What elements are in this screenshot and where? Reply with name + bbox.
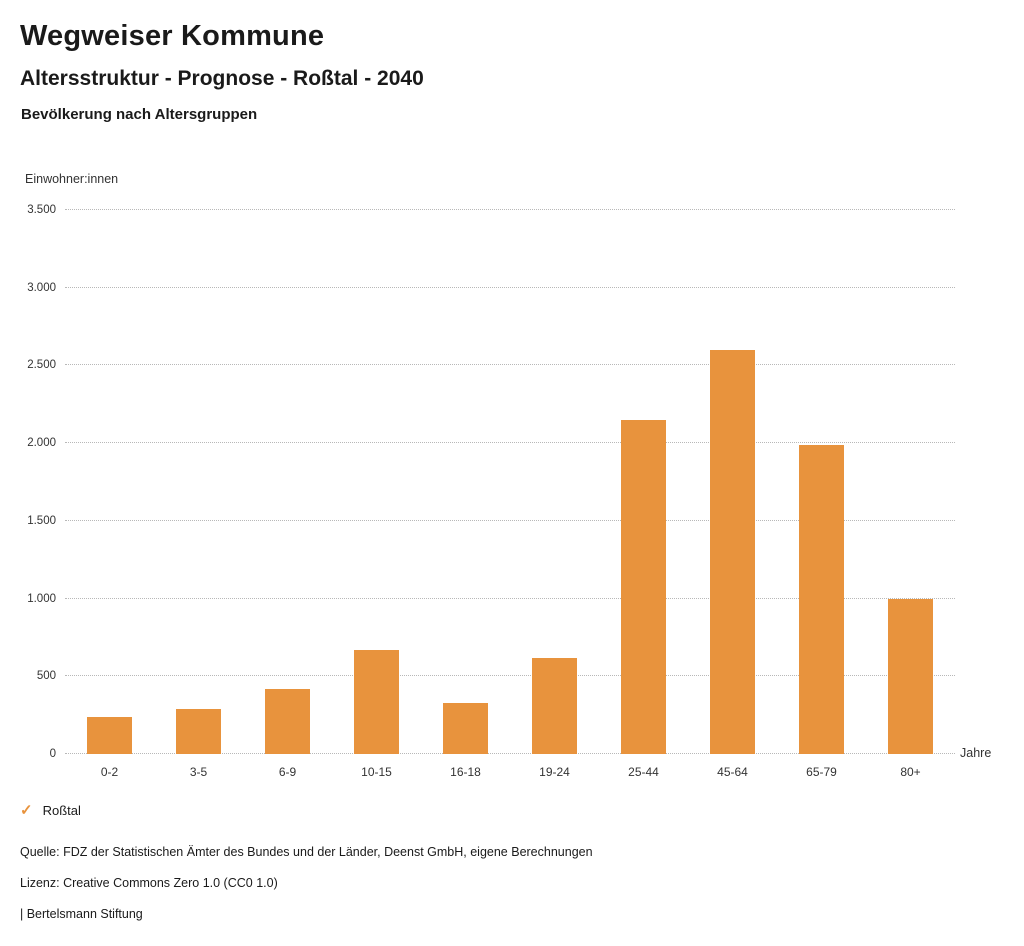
x-tick-label: 25-44 [628,765,659,779]
bar-columns: 0-2 3-5 6-9 10-15 16-18 19-24 25-44 45-64 65-79 8… [65,210,955,779]
gridline [65,442,955,444]
attribution-text: | Bertelsmann Stiftung [20,907,143,921]
x-tick-label: 6-9 [278,765,297,779]
bar-column: 80+ [866,210,955,779]
bar-10-15[interactable] [354,649,399,754]
app-title: Wegweiser Kommune [20,20,325,52]
source-text: Quelle: FDZ der Statistischen Ämter des … [20,845,593,859]
gridline [65,364,955,366]
y-tick-label: 500 [36,670,56,683]
y-tick-label: 2.500 [27,359,56,372]
bar-chart-plot-area: 0 500 1.000 1.500 2.000 2.500 3.000 3.500 0-2 3-5… [27,204,955,779]
chart-subtitle: Bevölkerung nach Altersgruppen [21,106,258,123]
gridline [65,209,955,210]
bar-25-44[interactable] [621,419,666,754]
y-tick-label: 1.500 [27,514,56,527]
bar-65-79[interactable] [799,444,844,754]
x-axis-unit: Jahre [960,746,992,760]
x-tick-label: 3-5 [189,765,208,779]
chart-title: Altersstruktur - Prognose - Roßtal - 204… [20,67,424,90]
x-tick-label: 0-2 [100,765,119,779]
bar-column: 19-24 [510,210,599,779]
bar-column: 16-18 [421,210,510,779]
bar-16-18[interactable] [443,702,488,754]
gridline [65,675,955,677]
y-tick-label: 2.000 [27,437,56,450]
bar-45-64[interactable] [710,349,755,754]
x-tick-label: 80+ [900,765,921,779]
y-tick-label: 0 [49,748,56,760]
x-tick-label: 19-24 [539,765,570,779]
x-tick-label: 45-64 [717,765,748,779]
bar-column: 6-9 [243,210,332,779]
x-tick-label: 65-79 [806,765,837,779]
gridline [65,753,955,754]
bar-column: 25-44 [599,210,688,779]
bar-column: 45-64 [688,210,777,779]
bar-column: 65-79 [777,210,866,779]
bar-column: 10-15 [332,210,421,779]
legend-label: Roßtal [42,803,81,818]
y-tick-label: 1.000 [27,592,56,605]
bar-column: 3-5 [154,210,243,779]
y-tick-label: 3.500 [27,204,56,216]
gridline [65,519,955,521]
bar-column: 0-2 [65,210,154,779]
x-tick-label: 10-15 [361,765,392,779]
bar-0-2[interactable] [87,716,132,754]
y-axis-label: Einwohner:innen [25,172,119,186]
gridline [65,286,955,288]
bar-6-9[interactable] [265,688,310,754]
x-tick-label: 16-18 [450,765,481,779]
legend-item-rosstal[interactable]: ✓ Roßtal [20,803,81,818]
bar-3-5[interactable] [176,708,221,754]
legend-check-icon: ✓ [20,802,33,819]
bar-80+[interactable] [888,598,933,754]
license-text: Lizenz: Creative Commons Zero 1.0 (CC0 1… [20,876,278,890]
bar-19-24[interactable] [532,657,577,754]
gridline [65,597,955,599]
y-tick-label: 3.000 [27,281,56,294]
